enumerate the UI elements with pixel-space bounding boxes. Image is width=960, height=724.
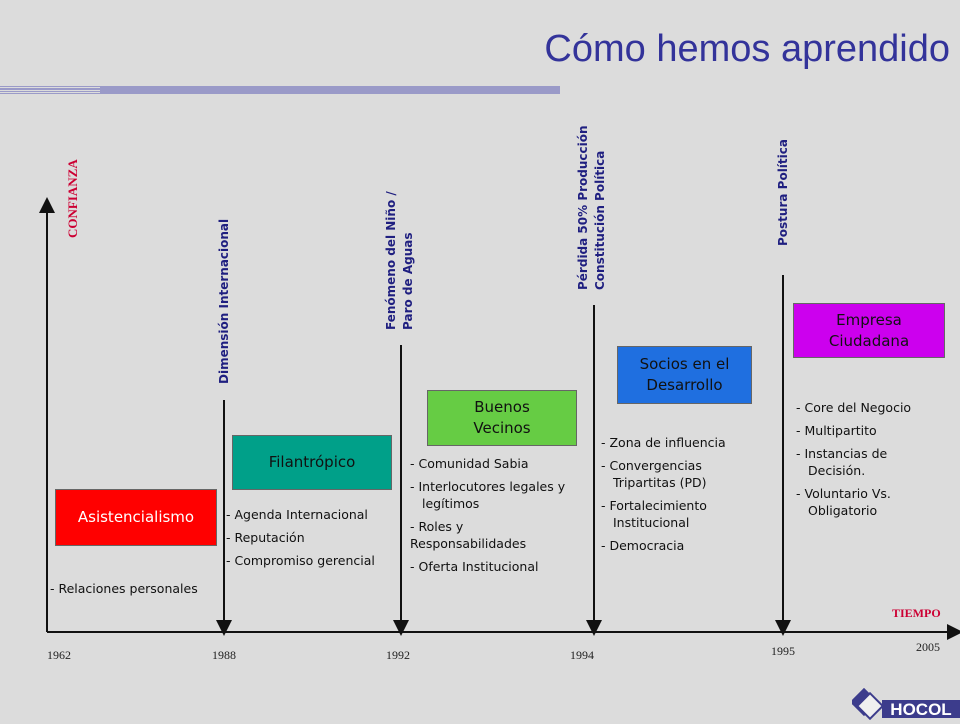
logo-text: HOCOL: [890, 700, 951, 719]
year-label: 1988: [212, 648, 236, 662]
bullet-item: - Reputación: [226, 530, 305, 545]
stage-filantropico: Filantrópico: [232, 435, 392, 490]
bullet-item: - Roles y Responsabilidades: [410, 519, 527, 551]
stage-empresa-ciudadana: Empresa Ciudadana: [793, 303, 945, 358]
x-axis-label: TIEMPO: [892, 606, 941, 620]
event-line: Dimensión Internacional: [217, 218, 231, 384]
bullet-item: - Voluntario Vs. Obligatorio: [796, 486, 891, 518]
bullet-item: - Oferta Institucional: [410, 559, 539, 574]
event-label-1994: Pérdida 50% Producción Constitución Polí…: [575, 125, 609, 290]
event-line: Pérdida 50% Producción: [576, 125, 590, 290]
bullets-filantropico: - Agenda Internacional - Reputación - Co…: [226, 506, 375, 575]
bullet-item: - Core del Negocio: [796, 400, 912, 415]
bullet-item: - Compromiso gerencial: [226, 553, 375, 568]
page-title: Cómo hemos aprendido: [544, 28, 950, 70]
bullet-item: - Zona de influencia: [601, 435, 726, 450]
event-label-1995: Postura Política: [775, 139, 792, 246]
y-axis-label-wrapper: CONFIANZA: [65, 159, 144, 254]
bullets-buenos-vecinos: - Comunidad Sabia - Interlocutores legal…: [410, 455, 597, 581]
title-underline-stripes: [0, 86, 560, 94]
event-line: Constitución Política: [593, 150, 607, 290]
stage-label: Empresa Ciudadana: [828, 310, 910, 350]
stage-label: Filantrópico: [268, 453, 356, 471]
event-label-1992: Fenómeno del Niño / Paro de Aguas: [383, 191, 417, 330]
bullet-item: - Democracia: [601, 538, 685, 553]
bullet-item: - Fortalecimiento Institucional: [601, 498, 707, 530]
stage-buenos-vecinos: Buenos Vecinos: [427, 390, 577, 446]
bullet-item: - Agenda Internacional: [226, 507, 368, 522]
event-line: Fenómeno del Niño /: [384, 191, 398, 330]
stage-label: Buenos Vecinos: [473, 398, 531, 437]
hocol-logo: HOCOL: [849, 687, 960, 721]
year-label: 1962: [47, 648, 71, 662]
hocol-logo-icon: HOCOL: [849, 687, 960, 721]
year-label: 1995: [771, 644, 795, 658]
year-label: 2005: [916, 640, 940, 654]
bullet-item: - Convergencias Tripartitas (PD): [601, 458, 707, 490]
event-label-1988: Dimensión Internacional: [216, 219, 233, 384]
y-axis-label: CONFIANZA: [65, 159, 80, 238]
bullet-item: - Relaciones personales: [50, 581, 198, 596]
bullets-socios: - Zona de influencia - Convergencias Tri…: [601, 434, 753, 560]
bullet-item: - Comunidad Sabia: [410, 456, 529, 471]
stage-label: Asistencialismo: [77, 508, 195, 526]
stage-socios-desarrollo: Socios en el Desarrollo: [617, 346, 752, 404]
event-line: Paro de Aguas: [401, 232, 415, 330]
bullet-item: - Instancias de Decisión.: [796, 446, 888, 478]
stage-asistencialismo: Asistencialismo: [55, 489, 217, 546]
bullet-item: - Interlocutores legales y legítimos: [410, 479, 566, 511]
bullets-empresa: - Core del Negocio - Multipartito - Inst…: [796, 399, 928, 525]
year-label: 1992: [386, 648, 410, 662]
stage-label: Socios en el Desarrollo: [639, 355, 730, 394]
bullets-asistencialismo: - Relaciones personales: [50, 580, 198, 603]
event-line: Postura Política: [776, 139, 790, 246]
bullet-item: - Multipartito: [796, 423, 877, 438]
year-label: 1994: [570, 648, 594, 662]
